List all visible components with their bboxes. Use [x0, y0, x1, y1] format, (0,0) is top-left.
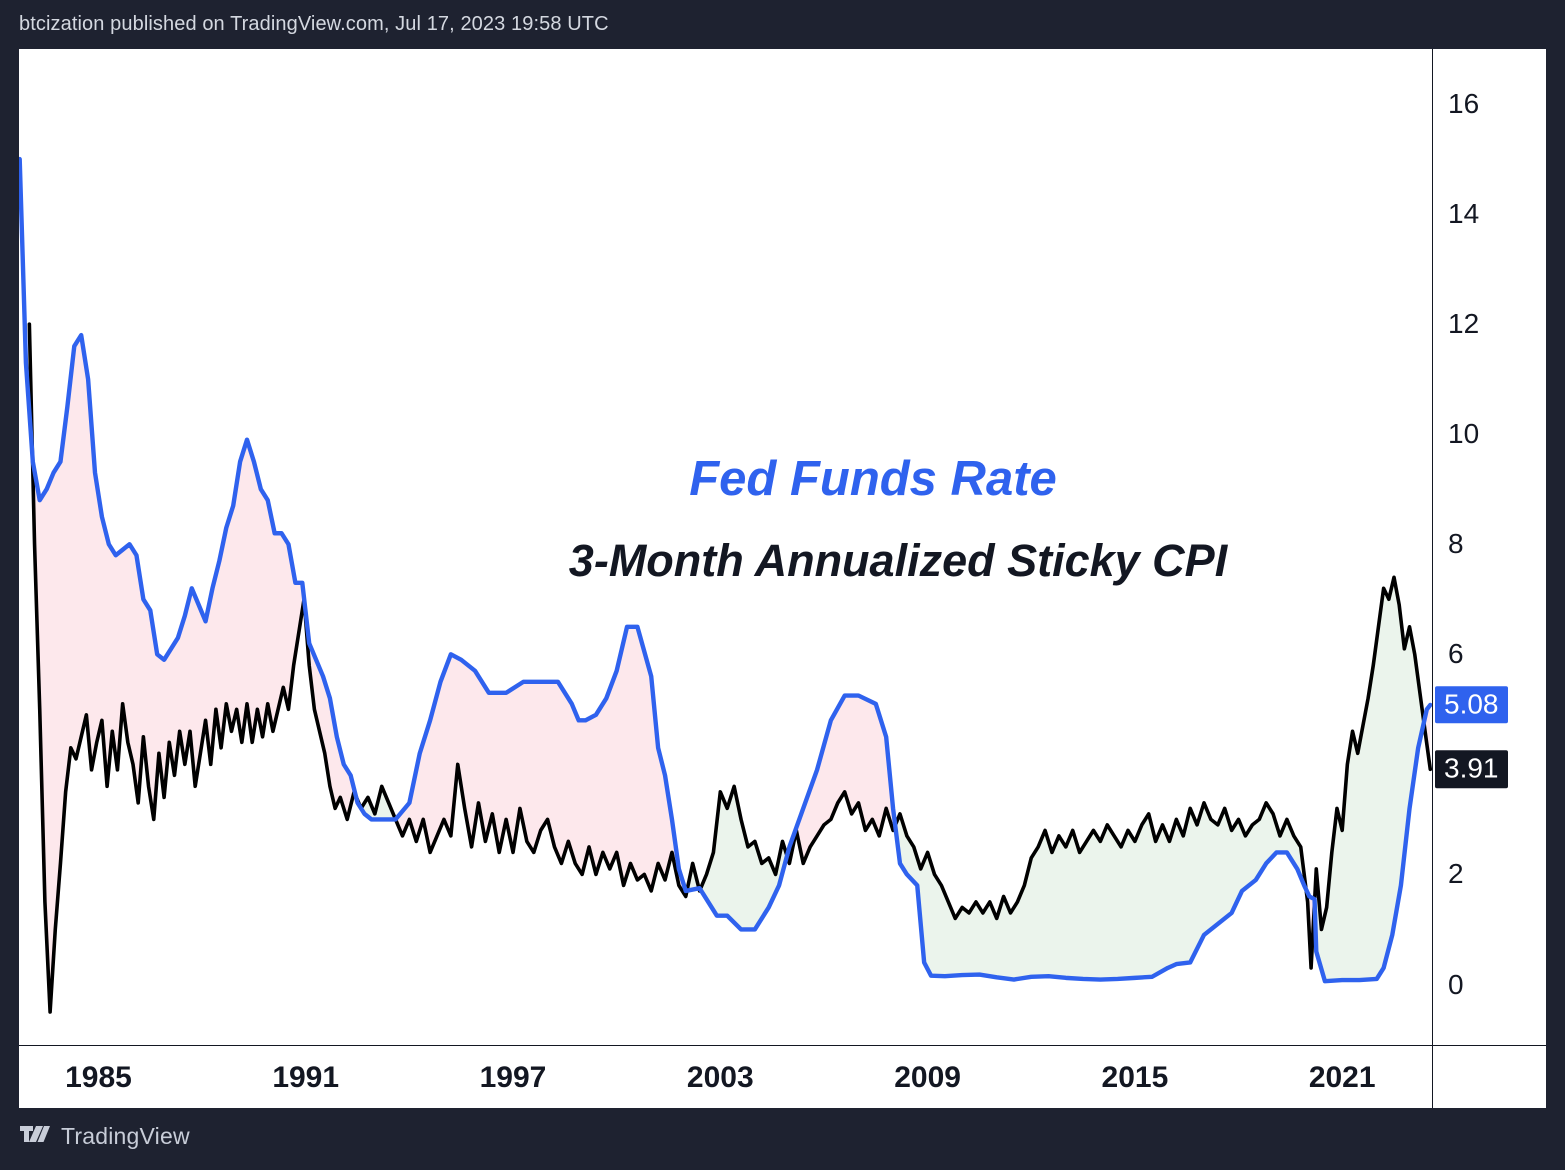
time-axis[interactable]: 1985 1991 1997 2003 2009 2015 2021 — [19, 1046, 1432, 1108]
price-axis-tick: 2 — [1448, 858, 1464, 890]
plot-timeaxis-divider — [19, 1045, 1546, 1046]
plot-pricescale-divider — [1432, 49, 1433, 1108]
tradingview-logo-icon — [20, 1125, 50, 1148]
fed-funds-rate-line — [19, 156, 1432, 984]
series-canvas — [19, 156, 1432, 1014]
time-axis-tick: 2015 — [1101, 1061, 1169, 1094]
price-badge-blue[interactable]: 5.08 — [1435, 686, 1508, 724]
plot-area[interactable]: Fed Funds Rate 3-Month Annualized Sticky… — [19, 49, 1432, 1045]
price-axis-tick: 0 — [1448, 968, 1464, 1000]
fed-funds-rate-label: Fed Funds Rate — [689, 452, 1057, 506]
price-scale[interactable]: 16 14 12 10 8 6 2 0 5.08 3.91 — [1433, 49, 1546, 1045]
sticky-cpi-label: 3-Month Annualized Sticky CPI — [568, 535, 1228, 586]
fill-above-region — [32, 335, 1431, 1008]
publish-attribution: btcization published on TradingView.com,… — [19, 12, 609, 35]
fill-below-region — [29, 324, 1424, 982]
time-axis-tick: 2009 — [894, 1061, 961, 1094]
price-badge-black[interactable]: 3.91 — [1435, 750, 1508, 788]
price-axis-tick: 8 — [1448, 528, 1464, 560]
time-axis-tick: 1991 — [272, 1061, 340, 1094]
time-axis-tick: 1985 — [65, 1061, 132, 1094]
time-axis-tick: 2021 — [1308, 1061, 1376, 1094]
price-axis-tick: 6 — [1448, 638, 1464, 670]
price-axis-tick: 14 — [1448, 198, 1480, 230]
tradingview-logo-glyph — [20, 1125, 50, 1142]
tradingview-brand-name: TradingView — [61, 1123, 190, 1149]
time-axis-tick: 2003 — [686, 1061, 754, 1094]
chart-card: Fed Funds Rate 3-Month Annualized Sticky… — [19, 49, 1546, 1108]
price-axis-tick: 12 — [1448, 308, 1480, 340]
tradingview-footer: TradingView — [20, 1123, 190, 1150]
price-axis-tick: 16 — [1448, 88, 1480, 119]
price-axis-tick: 10 — [1448, 418, 1480, 450]
time-axis-tick: 1997 — [479, 1061, 547, 1094]
